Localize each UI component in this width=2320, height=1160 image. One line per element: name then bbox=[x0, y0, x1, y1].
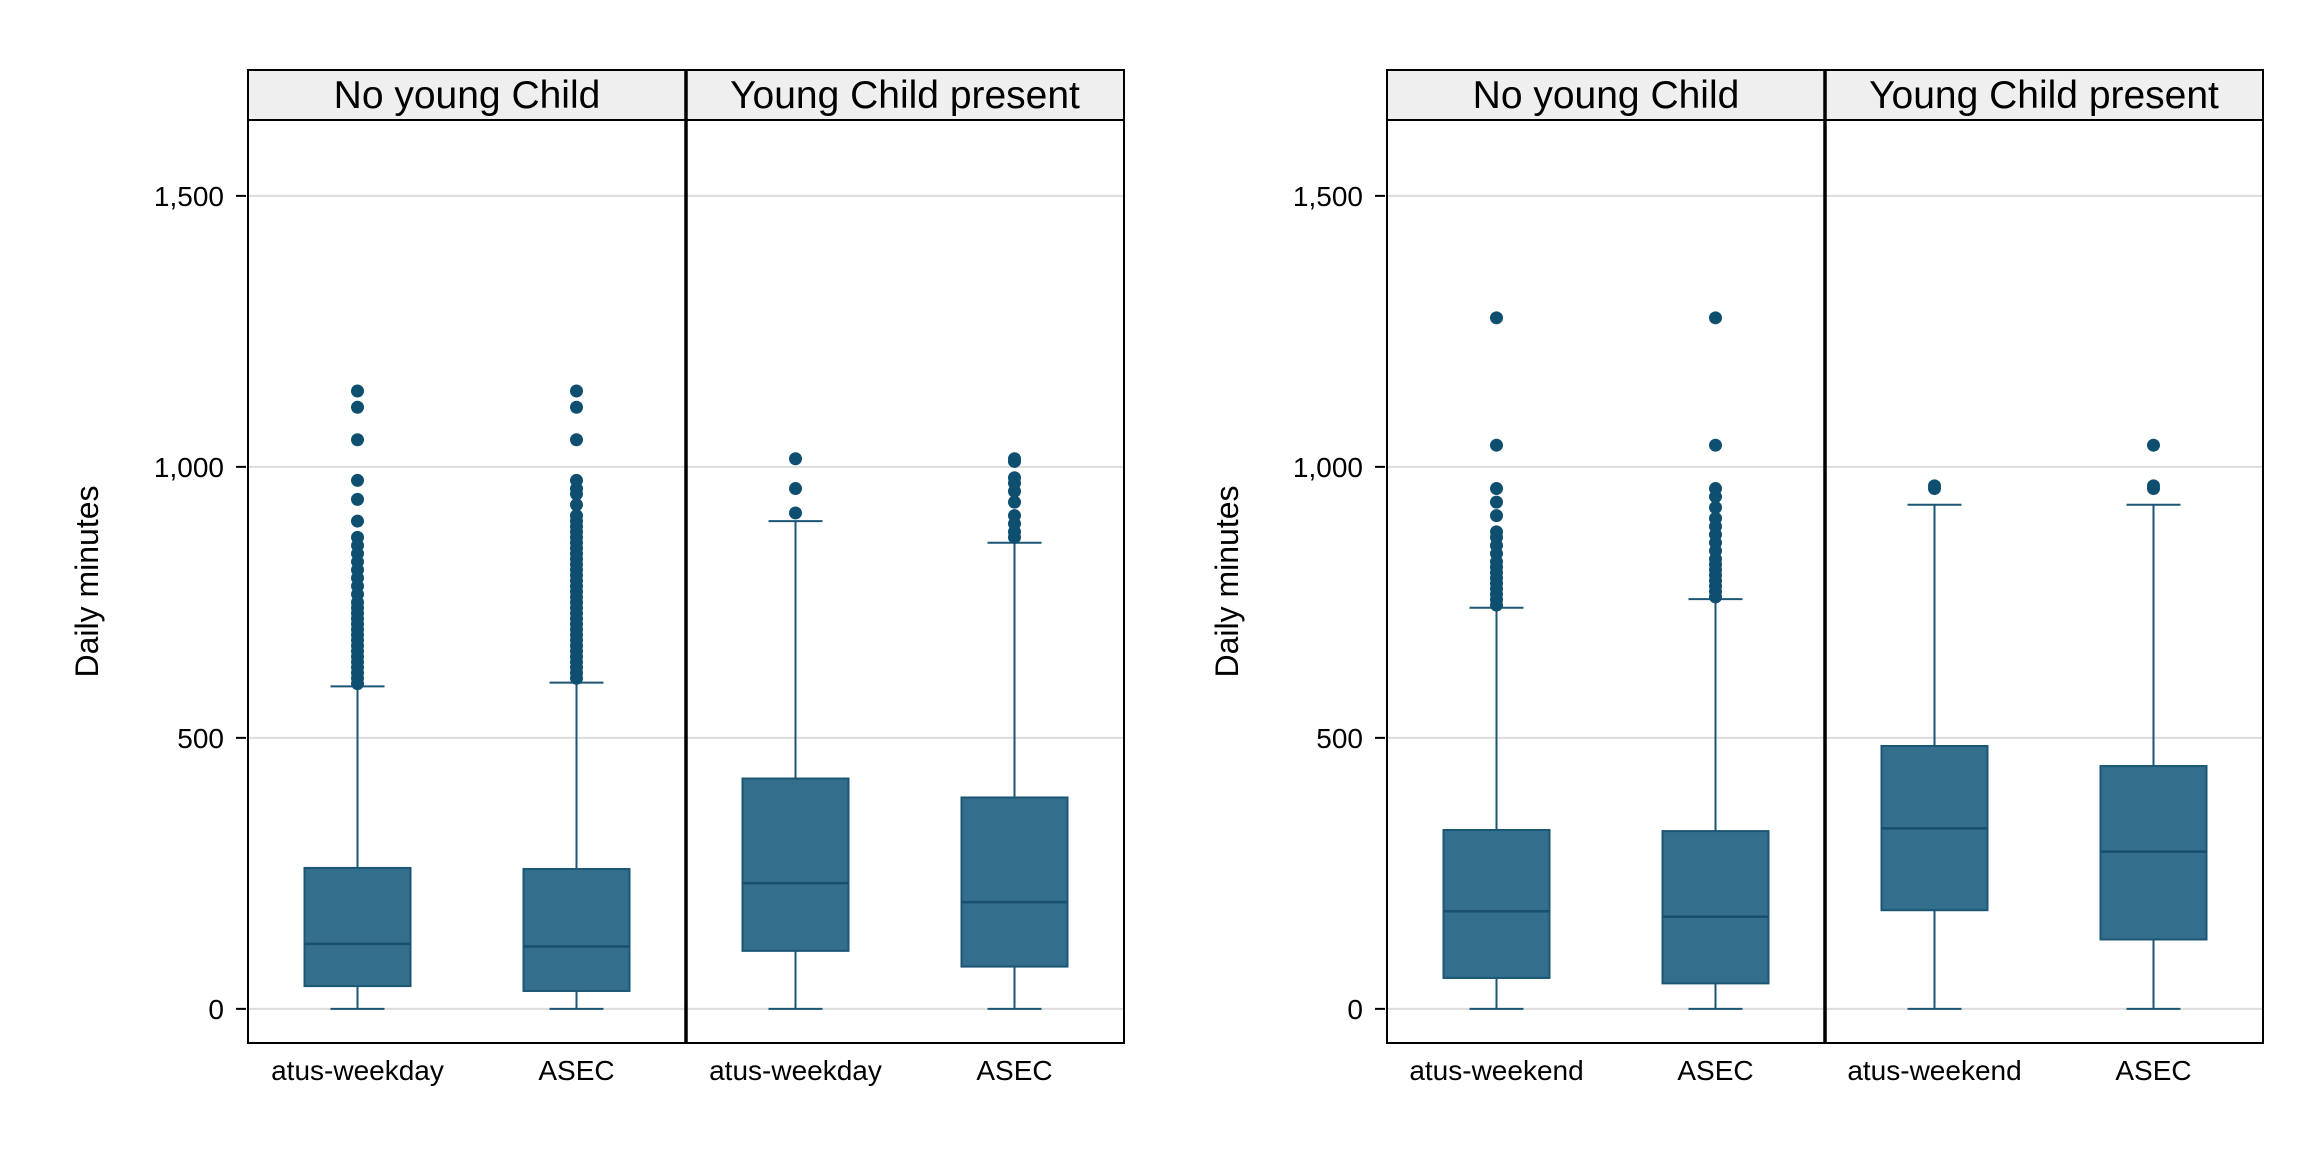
facet-title: No young Child bbox=[334, 74, 601, 117]
facet-title: Young Child present bbox=[1869, 74, 2219, 117]
outlier-point bbox=[351, 384, 364, 398]
outlier-point bbox=[1490, 311, 1503, 325]
box-iqr bbox=[741, 777, 850, 952]
box-atus-weekday: atus-weekday bbox=[709, 452, 882, 1086]
outlier-point bbox=[351, 400, 364, 414]
outlier-point bbox=[1490, 438, 1503, 452]
chart-1: 0 500 1,000 1,500 Daily minutes No young Chil… bbox=[69, 69, 1125, 1086]
y-tick-label: 1,000 bbox=[154, 452, 224, 483]
facet-header-band bbox=[1824, 69, 2264, 121]
y-tick-label: 1,500 bbox=[1293, 181, 1363, 212]
outlier-point bbox=[1490, 495, 1503, 509]
y-tick-label: 0 bbox=[208, 994, 224, 1025]
facet-panel: Young Child present atus-weekend ASEC bbox=[1824, 69, 2264, 1086]
outlier-point bbox=[1709, 501, 1722, 515]
outlier-point bbox=[1008, 509, 1021, 523]
chart-2: 0 500 1,000 1,500 Daily minutes No young Chil… bbox=[1209, 69, 2264, 1086]
box-iqr bbox=[303, 866, 412, 988]
outlier-point bbox=[351, 473, 364, 487]
y-tick-label: 1,500 bbox=[154, 181, 224, 212]
facet-panel: Young Child present atus-weekday ASEC bbox=[685, 69, 1125, 1086]
outlier-point bbox=[570, 433, 583, 447]
box-iqr bbox=[522, 868, 631, 992]
outlier-point bbox=[1490, 525, 1503, 539]
box-iqr bbox=[1661, 830, 1770, 985]
outlier-point bbox=[1008, 495, 1021, 509]
y-tick-label: 0 bbox=[1347, 994, 1363, 1025]
outlier-point bbox=[2147, 438, 2160, 452]
outlier-point bbox=[351, 514, 364, 528]
facet-title: No young Child bbox=[1473, 74, 1740, 117]
outlier-point bbox=[1709, 511, 1722, 525]
outlier-point bbox=[1709, 438, 1722, 452]
outlier-point bbox=[570, 473, 583, 487]
outlier-point bbox=[570, 384, 583, 398]
x-category-label: atus-weekday bbox=[709, 1055, 882, 1086]
outlier-point bbox=[351, 492, 364, 506]
x-category-label: atus-weekend bbox=[1847, 1055, 2021, 1086]
outlier-point bbox=[1008, 452, 1021, 466]
x-category-label: ASEC bbox=[976, 1055, 1052, 1086]
outlier-point bbox=[1709, 311, 1722, 325]
facet-panel: No young Child atus-weekday ASEC bbox=[247, 69, 687, 1086]
outlier-point bbox=[2147, 479, 2160, 493]
y-tick-label: 500 bbox=[177, 723, 224, 754]
outlier-point bbox=[1490, 509, 1503, 523]
outlier-point bbox=[351, 530, 364, 544]
outlier-point bbox=[1490, 482, 1503, 496]
outlier-point bbox=[789, 482, 802, 496]
x-category-label: ASEC bbox=[2115, 1055, 2191, 1086]
outlier-point bbox=[789, 506, 802, 520]
x-category-label: atus-weekend bbox=[1409, 1055, 1583, 1086]
x-category-label: atus-weekday bbox=[271, 1055, 444, 1086]
facet-title: Young Child present bbox=[730, 74, 1080, 117]
y-tick-label: 500 bbox=[1316, 723, 1363, 754]
outlier-point bbox=[570, 400, 583, 414]
box-asec: ASEC bbox=[522, 384, 631, 1086]
y-tick-label: 1,000 bbox=[1293, 452, 1363, 483]
box-asec: ASEC bbox=[1661, 311, 1770, 1086]
facet-panel: No young Child atus-weekend ASEC bbox=[1386, 69, 1826, 1086]
x-category-label: ASEC bbox=[538, 1055, 614, 1086]
box-asec: ASEC bbox=[960, 452, 1069, 1086]
outlier-point bbox=[1928, 479, 1941, 493]
box-iqr bbox=[960, 796, 1069, 968]
box-iqr bbox=[1442, 829, 1551, 979]
box-asec: ASEC bbox=[2099, 438, 2208, 1086]
facet-header-band bbox=[685, 69, 1125, 121]
outlier-point bbox=[351, 433, 364, 447]
outlier-point bbox=[570, 498, 583, 512]
outlier-point bbox=[1008, 471, 1021, 485]
x-category-label: ASEC bbox=[1677, 1055, 1753, 1086]
y-axis-title: Daily minutes bbox=[1209, 485, 1245, 677]
box-atus-weekend: atus-weekend bbox=[1409, 311, 1584, 1086]
box-atus-weekday: atus-weekday bbox=[271, 384, 444, 1086]
outlier-point bbox=[570, 509, 583, 523]
outlier-point bbox=[789, 452, 802, 466]
facet-header-band bbox=[247, 69, 687, 121]
outlier-point bbox=[1709, 482, 1722, 496]
y-axis-title: Daily minutes bbox=[69, 485, 105, 677]
box-atus-weekend: atus-weekend bbox=[1847, 479, 2022, 1086]
